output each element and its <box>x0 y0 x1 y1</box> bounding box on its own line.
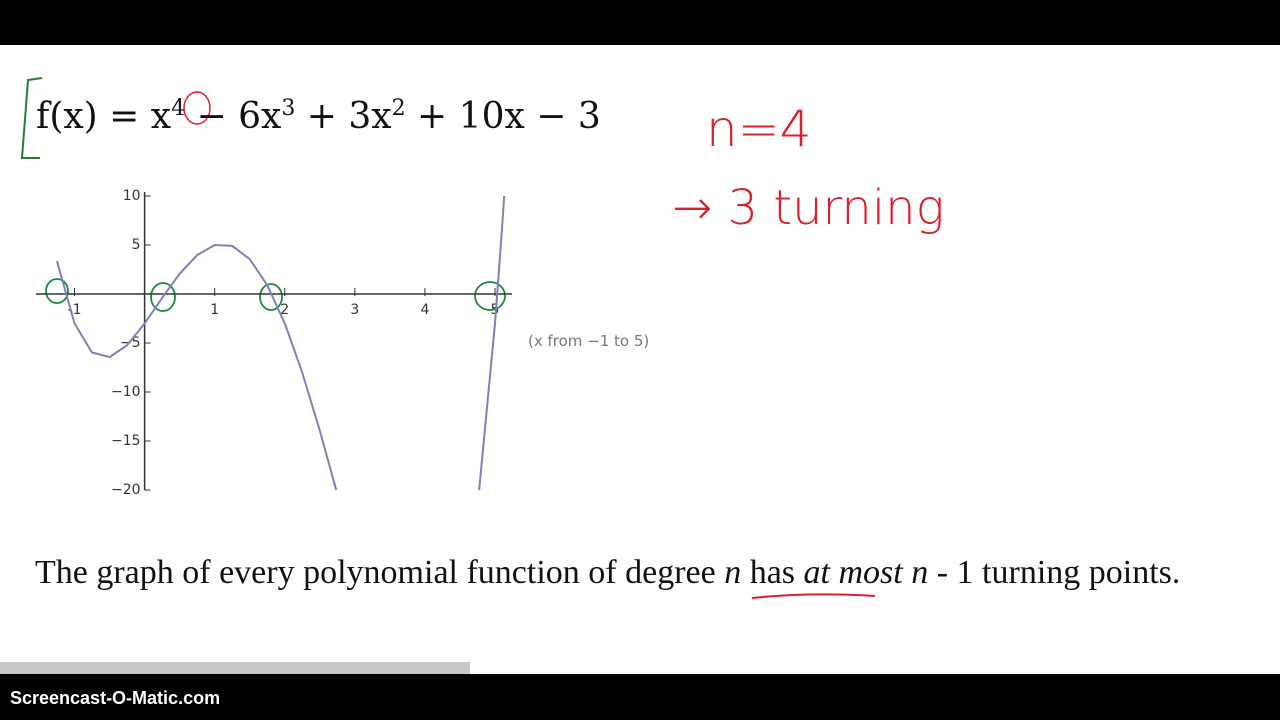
y-tick-label: −20 <box>111 482 141 498</box>
plot-caption: (x from −1 to 5) <box>528 332 650 350</box>
footer: Screencast-O-Matic.com <box>0 674 1280 720</box>
handwritten-note: n=4 <box>706 100 812 158</box>
statement-part: - 1 turning points. <box>928 554 1181 591</box>
statement: The graph of every polynomial function o… <box>35 550 1195 596</box>
formula-term: − 6x <box>185 96 282 137</box>
statement-part <box>903 554 912 591</box>
y-tick-label: 10 <box>123 188 141 204</box>
root-circles <box>45 278 506 312</box>
curve <box>56 196 506 490</box>
statement-part: degree <box>625 554 716 591</box>
statement-part: n <box>911 554 929 591</box>
formula-term: f(x) = x <box>36 96 172 137</box>
exponent: 2 <box>391 96 406 121</box>
top-bar <box>0 0 1280 45</box>
bracket <box>20 77 43 159</box>
x-tick-label: 4 <box>420 302 429 318</box>
x-tick-label: 2 <box>280 302 289 318</box>
x-tick-label: 1 <box>210 302 219 318</box>
y-tick-label: −15 <box>111 433 141 449</box>
x-tick-label: 3 <box>350 302 359 318</box>
formula-term: + 3x <box>295 96 392 137</box>
formula-term: + 10x − 3 <box>405 96 601 137</box>
statement-part: n <box>724 554 742 591</box>
watermark: Screencast-O-Matic.com <box>10 688 221 708</box>
y-tick-label: 5 <box>132 237 141 253</box>
player-controls <box>0 662 470 674</box>
exponent: 3 <box>281 96 296 121</box>
statement-part: at most <box>803 554 903 591</box>
circle-annotation <box>183 91 211 125</box>
x-tick-label: 5 <box>491 302 500 318</box>
handwritten-note: → 3 turning <box>672 180 945 236</box>
y-tick-label: −10 <box>111 384 141 400</box>
statement-part <box>716 554 725 591</box>
statement-part: has <box>741 554 804 591</box>
formula: f(x) = x4 − 6x3 + 3x2 + 10x − 3 <box>36 96 601 137</box>
exponent: 4 <box>171 96 186 121</box>
statement-part: The graph of every polynomial function o… <box>35 554 626 591</box>
underline <box>751 593 876 599</box>
